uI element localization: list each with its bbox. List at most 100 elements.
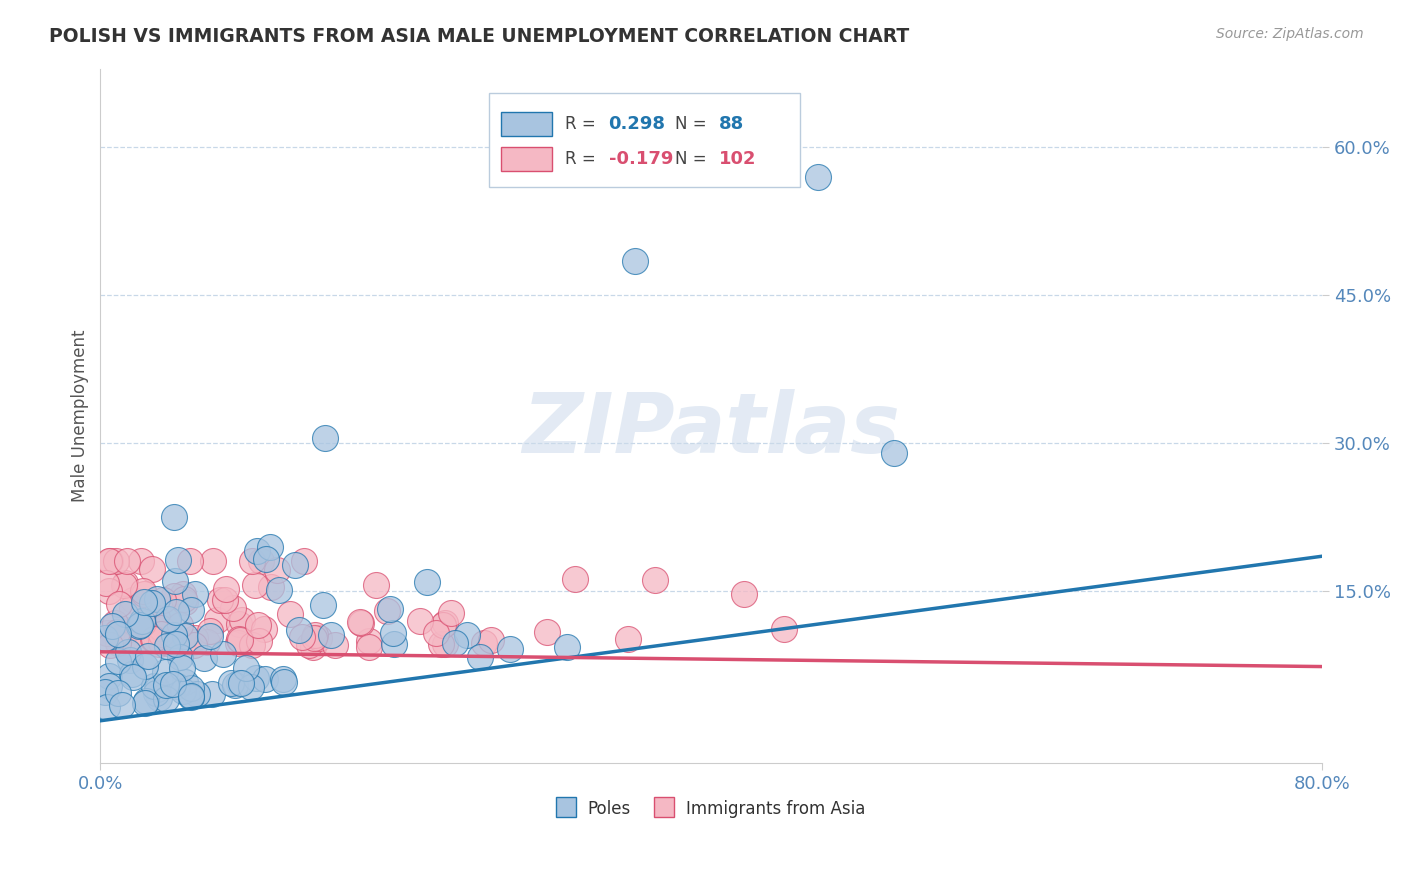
Point: [228, 676, 250, 690]
Point: [259, 540, 281, 554]
Point: [456, 628, 478, 642]
Point: [104, 615, 127, 630]
Point: [249, 554, 271, 568]
Point: [165, 637, 187, 651]
Point: [243, 577, 266, 591]
Point: [115, 623, 138, 637]
Point: [132, 616, 155, 631]
Legend: Poles, Immigrants from Asia: Poles, Immigrants from Asia: [551, 793, 872, 824]
FancyBboxPatch shape: [501, 147, 553, 170]
Point: [215, 582, 238, 597]
Point: [440, 607, 463, 621]
Point: [131, 614, 153, 628]
Point: [624, 253, 647, 268]
Point: [228, 633, 250, 648]
Point: [131, 584, 153, 599]
Point: [273, 674, 295, 689]
Point: [733, 587, 755, 601]
Point: [555, 640, 578, 654]
Point: [146, 682, 169, 697]
Point: [382, 625, 405, 640]
Point: [214, 593, 236, 607]
Point: [141, 562, 163, 576]
Point: [155, 691, 177, 706]
Point: [101, 619, 124, 633]
Point: [349, 615, 371, 629]
Point: [180, 690, 202, 704]
Point: [280, 607, 302, 622]
Text: N =: N =: [675, 115, 711, 133]
Point: [416, 574, 439, 589]
Point: [773, 622, 796, 636]
Point: [115, 554, 138, 568]
Point: [229, 676, 252, 690]
Point: [252, 622, 274, 636]
Point: [231, 613, 253, 627]
Point: [118, 653, 141, 667]
Point: [165, 605, 187, 619]
Point: [108, 597, 131, 611]
Text: R =: R =: [565, 115, 600, 133]
Point: [325, 638, 347, 652]
Point: [224, 678, 246, 692]
Point: [219, 676, 242, 690]
Point: [254, 552, 277, 566]
Point: [228, 632, 250, 646]
Text: Source: ZipAtlas.com: Source: ZipAtlas.com: [1216, 27, 1364, 41]
Point: [170, 661, 193, 675]
Point: [235, 661, 257, 675]
Point: [94, 576, 117, 591]
Point: [434, 616, 457, 631]
Point: [98, 554, 121, 568]
Point: [432, 617, 454, 632]
Point: [298, 638, 321, 652]
Point: [155, 665, 177, 679]
Point: [132, 587, 155, 601]
Point: [139, 614, 162, 628]
Point: [291, 630, 314, 644]
Point: [357, 640, 380, 655]
Point: [146, 611, 169, 625]
Point: [284, 558, 307, 572]
Point: [96, 700, 118, 714]
Point: [107, 686, 129, 700]
Point: [269, 583, 291, 598]
Point: [159, 637, 181, 651]
Point: [145, 685, 167, 699]
Point: [181, 635, 204, 649]
Point: [114, 607, 136, 621]
Point: [160, 629, 183, 643]
Text: R =: R =: [565, 150, 600, 168]
Point: [228, 617, 250, 632]
Point: [254, 672, 277, 686]
Point: [201, 554, 224, 568]
Point: [304, 628, 326, 642]
Point: [499, 642, 522, 657]
Text: N =: N =: [675, 150, 711, 168]
Point: [425, 626, 447, 640]
Point: [359, 634, 381, 648]
Point: [260, 580, 283, 594]
Point: [172, 587, 194, 601]
Point: [107, 654, 129, 668]
Point: [644, 573, 666, 587]
Point: [378, 602, 401, 616]
Point: [222, 600, 245, 615]
Point: [163, 628, 186, 642]
Point: [136, 649, 159, 664]
Point: [302, 640, 325, 654]
Point: [271, 672, 294, 686]
Point: [470, 649, 492, 664]
Point: [155, 678, 177, 692]
Point: [167, 552, 190, 566]
Point: [240, 554, 263, 568]
Point: [163, 589, 186, 603]
Point: [180, 689, 202, 703]
Point: [201, 687, 224, 701]
Point: [173, 592, 195, 607]
Point: [308, 631, 330, 645]
Point: [314, 432, 336, 446]
Point: [536, 625, 558, 640]
Point: [96, 625, 118, 640]
Point: [141, 632, 163, 647]
